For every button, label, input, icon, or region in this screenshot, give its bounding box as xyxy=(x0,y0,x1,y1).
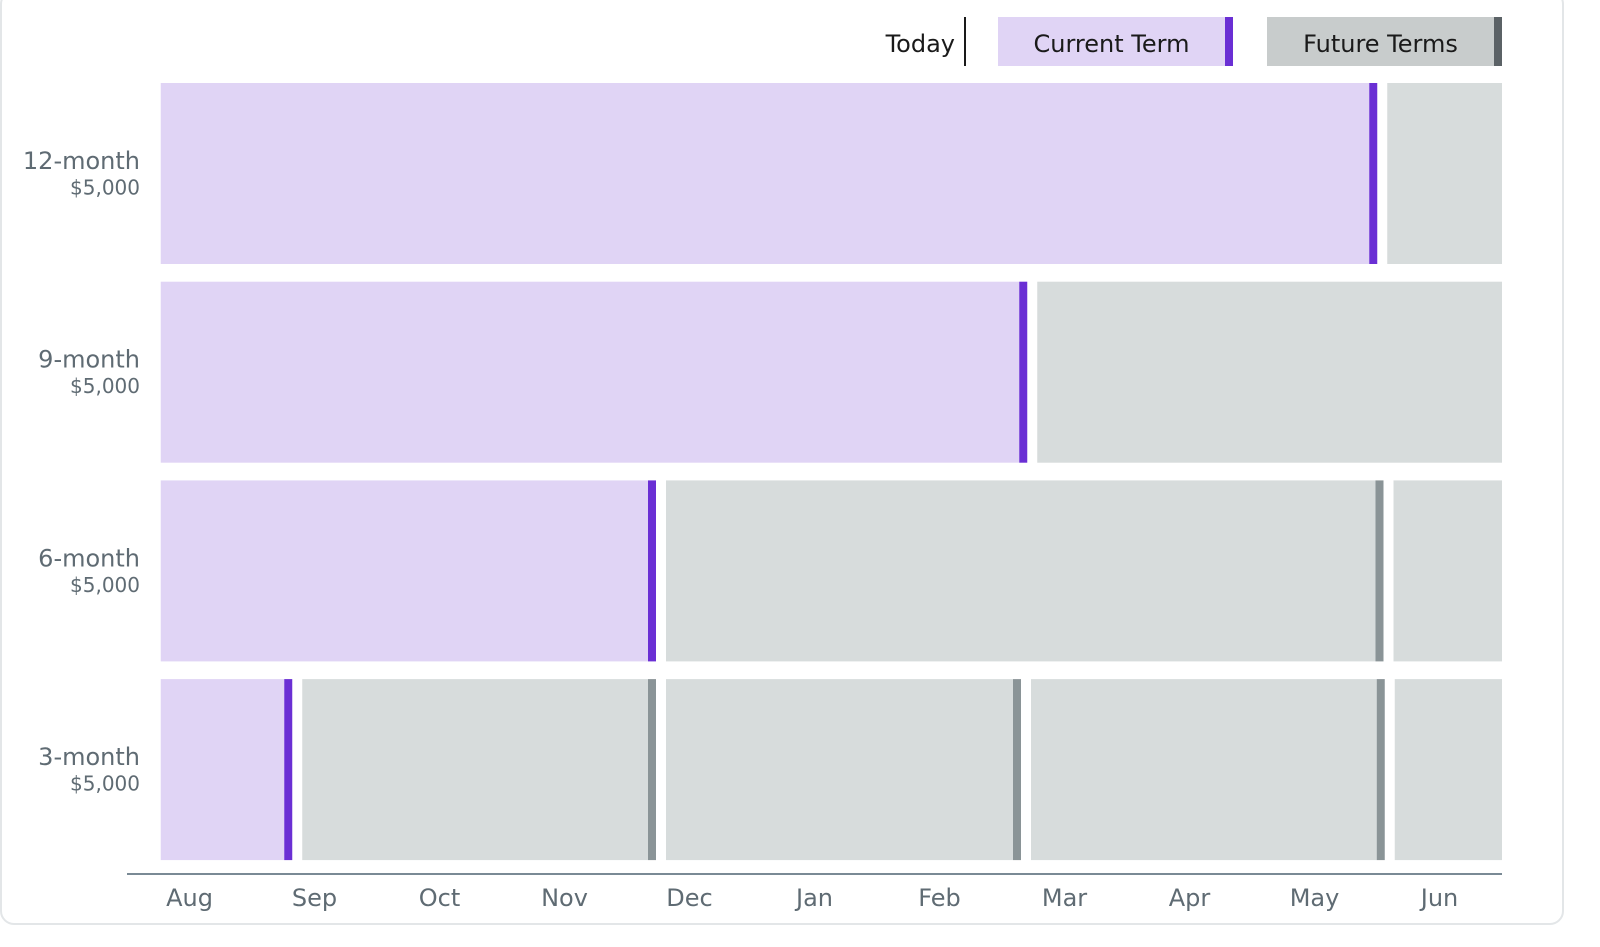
row-label: 9-month xyxy=(38,346,140,374)
row-amount: $5,000 xyxy=(70,176,140,200)
term-segment xyxy=(1031,679,1377,861)
x-tick-label: Oct xyxy=(419,884,461,912)
legend-marker xyxy=(1494,17,1502,66)
legend-marker xyxy=(1225,17,1233,66)
term-end-marker xyxy=(1376,679,1385,861)
term-end-marker xyxy=(648,480,656,662)
row-amount: $5,000 xyxy=(70,772,140,796)
x-tick-label: Jun xyxy=(1419,884,1459,912)
row-amount: $5,000 xyxy=(70,374,140,398)
term-segment xyxy=(1037,281,1502,463)
legend-label: Current Term xyxy=(1034,30,1190,58)
x-tick-label: Aug xyxy=(166,884,213,912)
term-segment xyxy=(160,480,648,662)
term-end-marker xyxy=(284,679,293,861)
row-label: 12-month xyxy=(23,147,140,175)
x-tick-label: Nov xyxy=(541,884,588,912)
row-amount: $5,000 xyxy=(70,573,140,597)
x-tick-label: Dec xyxy=(666,884,712,912)
legend-today: Today xyxy=(885,30,955,58)
term-segment xyxy=(1393,480,1502,662)
x-tick-label: Apr xyxy=(1169,884,1211,912)
term-segment xyxy=(160,83,1370,264)
term-segment xyxy=(302,679,648,861)
term-end-marker xyxy=(1013,679,1021,861)
term-segment xyxy=(1394,679,1502,861)
term-segment xyxy=(160,679,285,861)
x-tick-label: Sep xyxy=(292,884,337,912)
term-segment xyxy=(1387,83,1502,264)
row-label: 3-month xyxy=(38,743,140,771)
x-tick-label: Mar xyxy=(1042,884,1087,912)
x-tick-label: May xyxy=(1290,884,1340,912)
term-segment xyxy=(666,679,1013,861)
term-end-marker xyxy=(648,679,656,861)
legend-label: Future Terms xyxy=(1303,30,1458,58)
legend-swatch xyxy=(1267,17,1502,66)
term-end-marker xyxy=(1369,83,1378,264)
term-segment xyxy=(666,480,1376,662)
card xyxy=(0,0,1564,925)
term-segment xyxy=(160,281,1020,463)
row-label: 6-month xyxy=(38,544,140,572)
x-tick-label: Jan xyxy=(794,884,833,912)
legend-swatch xyxy=(998,17,1233,66)
term-end-marker xyxy=(1375,480,1384,662)
x-tick-label: Feb xyxy=(918,884,961,912)
term-end-marker xyxy=(1019,281,1028,463)
